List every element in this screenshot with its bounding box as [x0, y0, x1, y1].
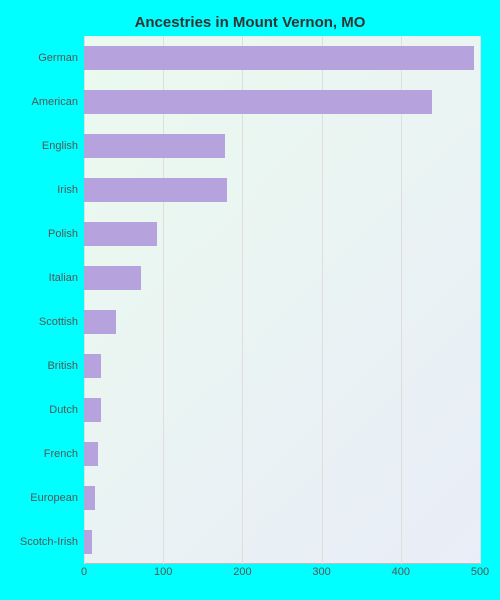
x-tick-label: 200	[233, 566, 251, 578]
bar-row: Irish	[84, 178, 480, 202]
chart-title: Ancestries in Mount Vernon, MO	[8, 8, 492, 35]
bar-row: Dutch	[84, 398, 480, 422]
bar-row: American	[84, 90, 480, 114]
x-tick-label: 500	[471, 566, 489, 578]
bar	[84, 134, 225, 158]
bar	[84, 90, 432, 114]
chart-area: Ancestries in Mount Vernon, MO City-Data…	[8, 8, 492, 592]
gridline	[401, 36, 402, 564]
x-tick-label: 100	[154, 566, 172, 578]
bar	[84, 442, 98, 466]
y-tick-label: Scotch-Irish	[20, 536, 78, 548]
plot-background	[84, 36, 480, 564]
y-tick-label: French	[44, 448, 78, 460]
y-tick-label: English	[42, 140, 78, 152]
bar-row: European	[84, 486, 480, 510]
x-axis-line	[84, 563, 480, 564]
x-tick-label: 300	[312, 566, 330, 578]
y-tick-label: American	[32, 96, 78, 108]
page-container: Ancestries in Mount Vernon, MO City-Data…	[0, 0, 500, 600]
x-axis: 0100200300400500	[84, 566, 480, 582]
y-tick-label: Polish	[48, 228, 78, 240]
gridline	[480, 36, 481, 564]
bar	[84, 222, 157, 246]
bar	[84, 266, 141, 290]
gridline	[322, 36, 323, 564]
bar	[84, 46, 474, 70]
bar-row: Scottish	[84, 310, 480, 334]
bar	[84, 530, 92, 554]
x-tick-label: 0	[81, 566, 87, 578]
bar	[84, 310, 116, 334]
bar	[84, 398, 101, 422]
bar-row: Polish	[84, 222, 480, 246]
y-tick-label: Scottish	[39, 316, 78, 328]
bar-row: German	[84, 46, 480, 70]
bar-row: Italian	[84, 266, 480, 290]
bar-row: English	[84, 134, 480, 158]
bar	[84, 354, 101, 378]
gridline	[242, 36, 243, 564]
bar-row: French	[84, 442, 480, 466]
x-tick-label: 400	[392, 566, 410, 578]
y-tick-label: Irish	[57, 184, 78, 196]
y-tick-label: British	[47, 360, 78, 372]
bar	[84, 486, 95, 510]
y-tick-label: German	[38, 52, 78, 64]
bar-row: Scotch-Irish	[84, 530, 480, 554]
y-tick-label: Italian	[49, 272, 78, 284]
bar-row: British	[84, 354, 480, 378]
y-tick-label: Dutch	[49, 404, 78, 416]
y-tick-label: European	[30, 492, 78, 504]
gridline	[163, 36, 164, 564]
plot-region: German American English Irish Polish Italian S…	[84, 36, 480, 564]
gridline	[84, 36, 85, 564]
bar	[84, 178, 227, 202]
